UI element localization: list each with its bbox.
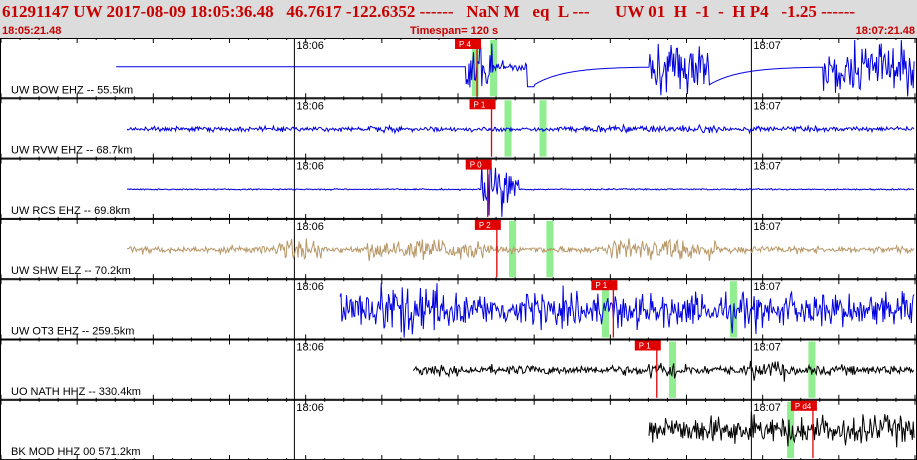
seismic-trace	[412, 360, 915, 382]
channel-row[interactable]: 18:06 18:07 P 0 UW RCS EHZ -- 69.8km	[0, 158, 917, 219]
seismic-trace	[126, 238, 915, 262]
minute-label: 18:06	[296, 221, 324, 233]
minute-label: 18:06	[296, 342, 324, 354]
timespan-label: Timespan= 120 s	[410, 25, 499, 37]
green-marker	[471, 40, 479, 97]
pick-label: P 4	[459, 40, 471, 49]
channel-label: UW RVW EHZ -- 68.7km	[11, 145, 132, 157]
channel-row[interactable]: 18:06 18:07 P 1 UW RVW EHZ -- 68.7km	[0, 98, 917, 159]
time-ticks	[0, 218, 916, 280]
minute-label: 18:07	[753, 281, 781, 293]
green-marker	[539, 100, 547, 157]
pick-flag[interactable]	[591, 280, 618, 291]
seismic-trace	[116, 39, 915, 97]
time-ticks	[0, 339, 916, 400]
channel-label: UW BOW EHZ -- 55.5km	[11, 84, 133, 96]
channel-label: UO NATH HHZ -- 330.4km	[11, 386, 141, 398]
minute-label: 18:06	[296, 161, 324, 173]
end-time: 18:07:21.48	[855, 25, 915, 37]
channel-row[interactable]: 18:06 18:07 P 2 UW SHW ELZ -- 70.2km	[0, 218, 917, 280]
minute-label: 18:07	[753, 100, 781, 112]
pick-flag[interactable]	[634, 340, 661, 351]
seismic-trace	[126, 160, 915, 217]
channel-label: UW OT3 EHZ -- 259.5km	[11, 326, 134, 338]
time-ticks	[0, 279, 916, 340]
minute-label: 18:07	[753, 161, 781, 173]
channel-frame	[0, 158, 917, 219]
pick-label: P d4	[795, 402, 812, 411]
channel-row[interactable]: 18:06 18:07 P 1 UO NATH HHZ -- 330.4km	[0, 339, 917, 400]
seismic-trace	[339, 283, 915, 338]
pick-label: P 1	[474, 100, 486, 109]
seismic-trace	[126, 123, 915, 135]
time-ticks	[0, 158, 916, 219]
pick-flag[interactable]	[469, 99, 496, 110]
channel-label: UW SHW ELZ -- 70.2km	[11, 265, 131, 277]
green-marker	[808, 341, 816, 398]
minute-label: 18:07	[753, 221, 781, 233]
start-time: 18:05:21.48	[2, 25, 62, 37]
pick-label: P 1	[639, 342, 651, 351]
pick-flag[interactable]	[455, 39, 482, 49]
pick-flag[interactable]	[474, 219, 501, 230]
minute-label: 18:07	[753, 402, 781, 414]
minute-label: 18:06	[296, 100, 324, 112]
pick-label: P 2	[479, 221, 491, 230]
minute-label: 18:07	[753, 342, 781, 354]
event-header: 61291147 UW 2017-08-09 18:05:36.48 46.76…	[0, 0, 917, 38]
channel-row[interactable]: 18:06 18:07 P 4 UW BOW EHZ -- 55.5km	[0, 38, 917, 99]
channel-frame	[0, 399, 917, 460]
green-marker	[787, 401, 795, 459]
minute-label: 18:07	[753, 40, 781, 52]
channel-label: BK MOD HHZ 00 571.2km	[11, 446, 141, 458]
channel-row[interactable]: 18:06 18:07 P d4 BK MOD HHZ 00 571.2km	[0, 399, 917, 460]
event-title: 61291147 UW 2017-08-09 18:05:36.48 46.76…	[2, 2, 856, 21]
time-ticks	[0, 38, 916, 99]
pick-label: P 1	[595, 281, 607, 290]
minute-label: 18:06	[296, 40, 324, 52]
pick-label: P 0	[470, 161, 482, 170]
pick-flag[interactable]	[465, 159, 492, 170]
channel-frame	[0, 279, 917, 340]
minute-label: 18:06	[296, 402, 324, 414]
channel-row[interactable]: 18:06 18:07 P 1 UW OT3 EHZ -- 259.5km	[0, 279, 917, 340]
minute-label: 18:06	[296, 281, 324, 293]
seismic-trace	[648, 411, 915, 448]
pick-flag[interactable]	[790, 400, 817, 411]
channel-label: UW RCS EHZ -- 69.8km	[11, 205, 130, 217]
time-ticks	[0, 98, 916, 159]
